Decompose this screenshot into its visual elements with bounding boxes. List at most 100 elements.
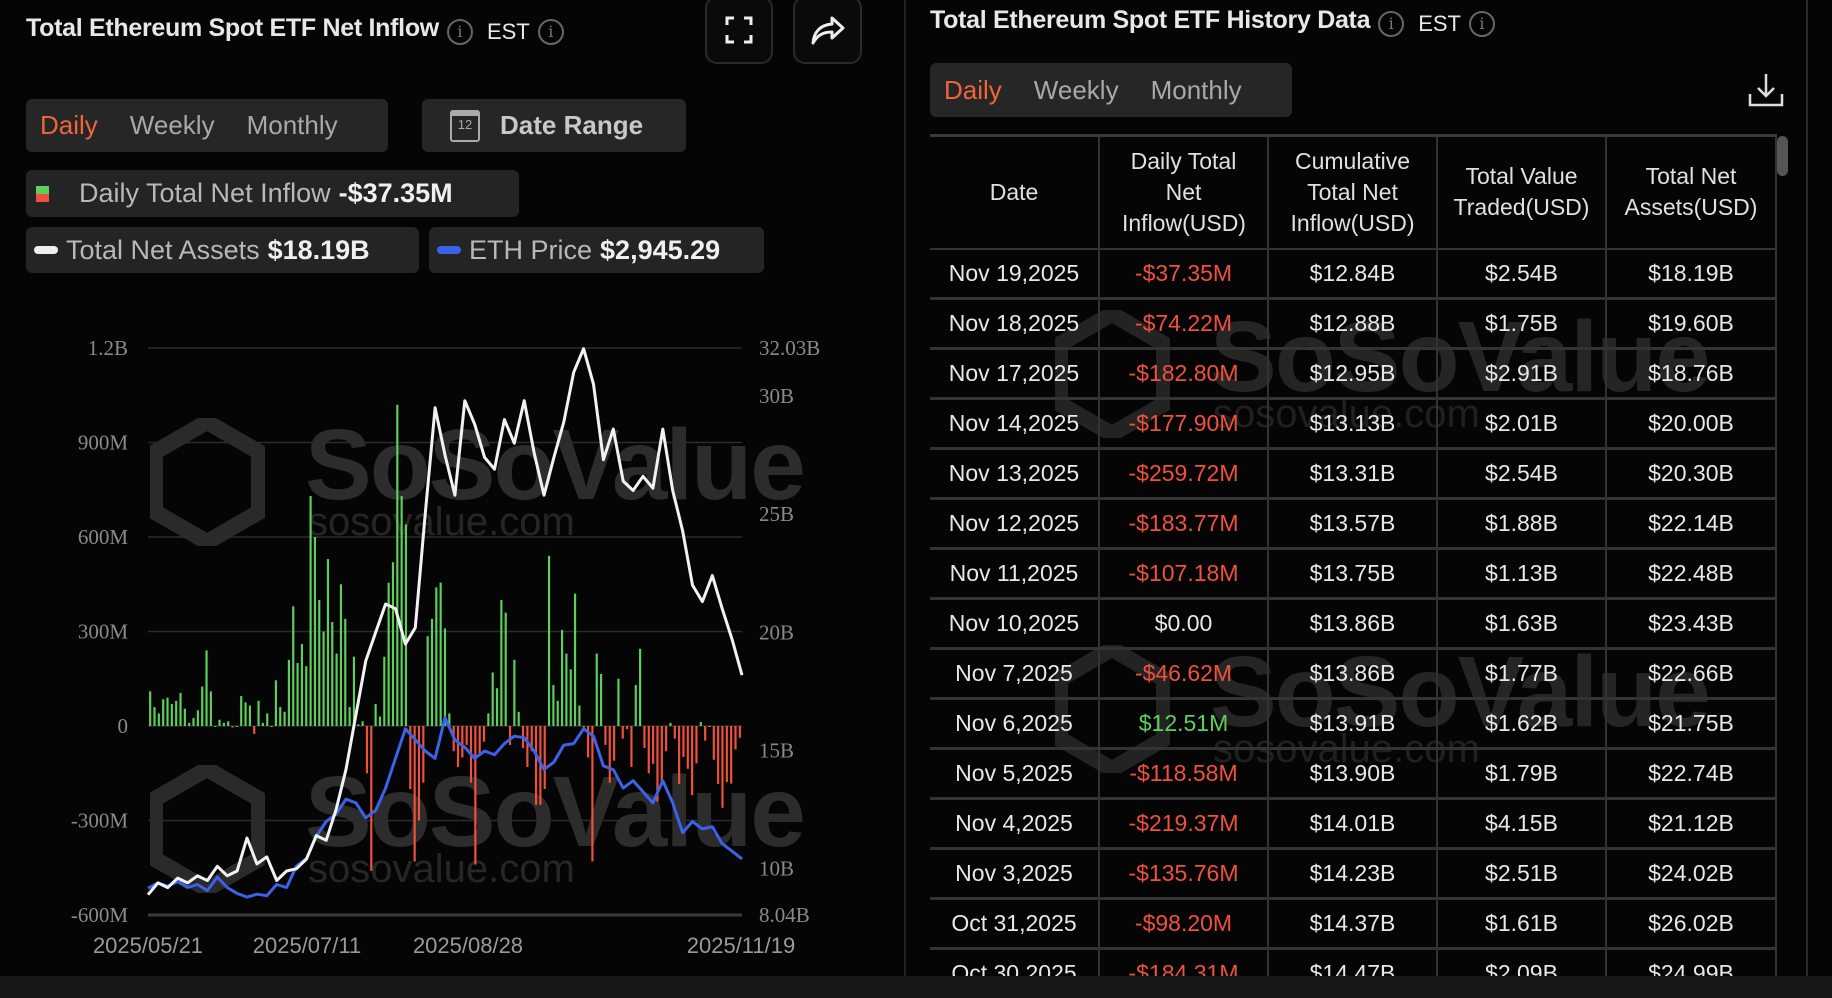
table-row[interactable]: Nov 5,2025 -$118.58M $13.90B $1.79B $22.74B <box>930 748 1777 800</box>
inflow-bar <box>482 726 486 742</box>
info-icon[interactable]: i <box>1468 10 1495 37</box>
share-button[interactable] <box>793 0 862 64</box>
inflow-bar <box>374 703 377 726</box>
value-traded-cell: $1.13B <box>1436 548 1607 600</box>
daily-inflow-cell: -$259.72M <box>1098 448 1269 500</box>
daily-inflow-cell: -$183.77M <box>1098 498 1269 550</box>
date-cell: Oct 30,2025 <box>930 948 1100 976</box>
legend-eth-price[interactable]: ETH Price $2,945.29 <box>429 227 764 273</box>
inflow-bar <box>261 722 264 726</box>
inflow-bar <box>643 726 646 749</box>
date-cell: Nov 10,2025 <box>930 598 1100 650</box>
inflow-bar <box>166 697 169 726</box>
value-traded-cell: $2.54B <box>1436 448 1607 500</box>
col-value-traded[interactable]: Total Value Traded(USD) <box>1436 134 1607 250</box>
table-row[interactable]: Nov 12,2025 -$183.77M $13.57B $1.88B $22.14B <box>930 498 1777 550</box>
table-scrollbar[interactable] <box>1777 136 1788 176</box>
cumulative-inflow-cell: $12.88B <box>1267 298 1438 350</box>
table-row[interactable]: Nov 13,2025 -$259.72M $13.31B $2.54B $20.30B <box>930 448 1777 500</box>
col-cumulative-inflow[interactable]: Cumulative Total Net Inflow(USD) <box>1267 134 1438 250</box>
table-row[interactable]: Nov 19,2025 -$37.35M $12.84B $2.54B $18.19B <box>930 248 1777 300</box>
net-assets-cell: $21.12B <box>1605 798 1777 850</box>
inflow-bar <box>647 726 650 774</box>
inflow-bar <box>730 726 733 784</box>
fullscreen-button[interactable] <box>705 0 773 64</box>
inflow-bar <box>240 696 243 726</box>
assets-value: $18.19B <box>267 234 370 265</box>
y-right-tick: 10B <box>759 857 794 881</box>
table-row[interactable]: Nov 6,2025 $12.51M $13.91B $1.62B $21.75B <box>930 698 1777 750</box>
timezone-label: EST <box>1418 10 1461 36</box>
table-row[interactable]: Nov 11,2025 -$107.18M $13.75B $1.13B $22.48B <box>930 548 1777 600</box>
cumulative-inflow-cell: $13.86B <box>1267 598 1438 650</box>
download-icon[interactable] <box>1748 72 1784 108</box>
table-row[interactable]: Nov 4,2025 -$219.37M $14.01B $4.15B $21.12B <box>930 798 1777 850</box>
table-row[interactable]: Nov 3,2025 -$135.76M $14.23B $2.51B $24.02B <box>930 848 1777 900</box>
inflow-bar <box>391 562 395 726</box>
inflow-bar <box>205 650 208 726</box>
col-net-assets[interactable]: Total Net Assets(USD) <box>1605 134 1777 250</box>
info-icon[interactable]: i <box>1378 10 1405 37</box>
info-icon[interactable]: i <box>537 18 564 45</box>
assets-swatch-icon <box>34 246 58 254</box>
table-row[interactable]: Oct 30,2025 -$184.31M $14.47B $2.09B $24.99B <box>930 948 1777 976</box>
y-left-tick: 0 <box>118 714 129 738</box>
inflow-chart[interactable]: 1.2B 900M 600M 300M 0 -300M -600M 32.03B 30B 25B 2… <box>0 0 905 998</box>
history-table: Date Daily Total Net Inflow(USD) Cumulat… <box>930 134 1777 976</box>
inflow-bar <box>678 726 681 785</box>
table-row[interactable]: Nov 17,2025 -$182.80M $12.95B $2.91B $18.76B <box>930 348 1777 400</box>
inflow-bar <box>443 628 447 726</box>
inflow-bar <box>582 726 585 728</box>
inflow-bar <box>218 719 221 726</box>
net-assets-cell: $18.76B <box>1605 348 1777 400</box>
inflow-bar <box>708 726 711 727</box>
net-assets-cell: $20.00B <box>1605 398 1777 450</box>
table-row[interactable]: Nov 18,2025 -$74.22M $12.88B $1.75B $19.60B <box>930 298 1777 350</box>
inflow-bar <box>738 726 741 738</box>
info-icon[interactable]: i <box>446 18 473 45</box>
inflow-bar <box>409 726 412 789</box>
inflow-bar <box>621 726 624 739</box>
inflow-bar <box>287 659 290 726</box>
table-row[interactable]: Oct 31,2025 -$98.20M $14.37B $1.61B $26.02B <box>930 898 1777 950</box>
inflow-bar <box>500 600 503 726</box>
tab-monthly[interactable]: Monthly <box>246 110 338 140</box>
cumulative-inflow-cell: $12.95B <box>1267 348 1438 400</box>
col-date[interactable]: Date <box>930 134 1100 250</box>
value-traded-cell: $2.09B <box>1436 948 1607 976</box>
inflow-bar <box>517 711 520 726</box>
tab-weekly[interactable]: Weekly <box>1033 74 1119 105</box>
inflow-bar <box>352 656 356 726</box>
inflow-bar <box>608 726 611 783</box>
table-row[interactable]: Nov 10,2025 $0.00 $13.86B $1.63B $23.43B <box>930 598 1777 650</box>
inflow-bar <box>547 555 551 726</box>
history-table-container[interactable]: Date Daily Total Net Inflow(USD) Cumulat… <box>930 134 1777 976</box>
inflow-bar <box>270 726 273 727</box>
table-row[interactable]: Nov 7,2025 -$46.62M $13.86B $1.77B $22.66B <box>930 648 1777 700</box>
inflow-bar <box>613 726 616 761</box>
date-range-button[interactable]: 12 Date Range <box>422 99 686 152</box>
inflow-bar <box>430 618 434 726</box>
col-daily-inflow[interactable]: Daily Total Net Inflow(USD) <box>1098 134 1269 250</box>
legend-net-assets[interactable]: Total Net Assets $18.19B <box>26 227 419 273</box>
inflow-bar <box>626 726 629 730</box>
tab-daily[interactable]: Daily <box>944 74 1002 105</box>
inflow-bar <box>617 678 620 726</box>
daily-inflow-cell: -$118.58M <box>1098 748 1269 800</box>
inflow-bar <box>170 703 173 726</box>
inflow-bar <box>188 722 191 726</box>
date-cell: Nov 6,2025 <box>930 698 1100 750</box>
inflow-bar <box>162 699 165 726</box>
legend-inflow[interactable]: Daily Total Net Inflow -$37.35M <box>26 170 519 217</box>
inflow-bar <box>227 721 230 726</box>
cumulative-inflow-cell: $14.37B <box>1267 898 1438 950</box>
inflow-value: -$37.35M <box>338 178 453 208</box>
inflow-bar <box>331 622 334 726</box>
table-row[interactable]: Nov 14,2025 -$177.90M $13.13B $2.01B $20.00B <box>930 398 1777 450</box>
date-cell: Nov 4,2025 <box>930 798 1100 850</box>
tab-monthly[interactable]: Monthly <box>1150 74 1242 105</box>
cumulative-inflow-cell: $13.31B <box>1267 448 1438 500</box>
inflow-bar <box>652 726 655 764</box>
tab-daily[interactable]: Daily <box>40 110 98 140</box>
tab-weekly[interactable]: Weekly <box>129 110 215 140</box>
